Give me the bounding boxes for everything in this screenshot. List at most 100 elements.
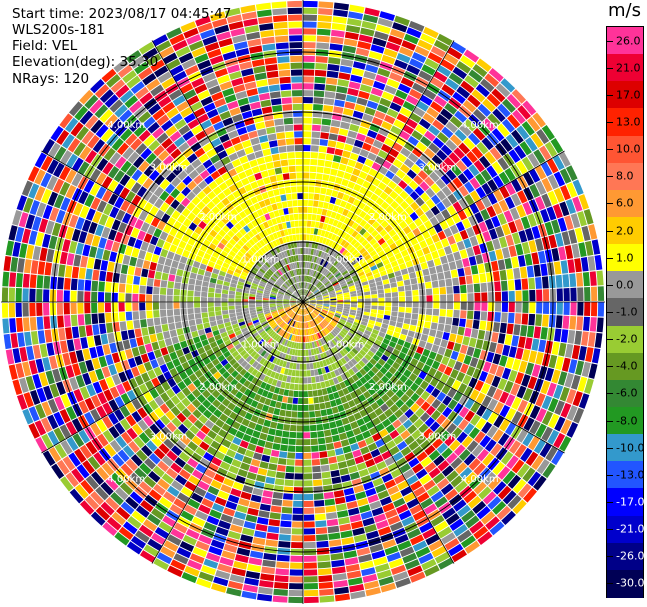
range-gate-cell <box>398 180 408 190</box>
range-gate-cell <box>244 449 255 458</box>
range-gate-cell <box>179 469 191 480</box>
range-gate-cell <box>371 177 381 187</box>
range-gate-cell <box>492 238 501 250</box>
range-gate-cell <box>334 353 340 361</box>
range-gate-cell <box>53 162 65 178</box>
range-gate-cell <box>30 389 41 405</box>
range-gate-cell <box>447 193 458 205</box>
range-gate-cell <box>293 306 299 312</box>
range-gate-cell <box>347 282 355 287</box>
range-gate-cell <box>106 516 122 531</box>
range-gate-cell <box>463 137 476 150</box>
range-gate-cell <box>366 100 379 110</box>
range-gate-cell <box>217 166 228 176</box>
range-gate-cell <box>383 350 392 358</box>
range-gate-cell <box>205 78 219 89</box>
range-gate-cell <box>488 228 498 240</box>
range-gate-cell <box>416 451 428 462</box>
range-gate-cell <box>326 386 333 394</box>
range-gate-cell <box>468 256 477 266</box>
range-gate-cell <box>243 207 252 216</box>
range-gate-cell <box>277 306 284 309</box>
range-gate-cell <box>166 288 174 296</box>
range-gate-cell <box>381 323 389 329</box>
range-gate-cell <box>469 177 481 190</box>
range-gate-cell <box>280 402 287 410</box>
range-gate-cell <box>430 409 441 421</box>
range-gate-cell <box>476 58 492 72</box>
range-gate-cell <box>343 143 354 152</box>
range-gate-cell <box>271 498 283 506</box>
range-gate-cell <box>318 575 333 583</box>
range-gate-cell <box>249 307 256 311</box>
range-gate-cell <box>306 261 310 269</box>
range-gate-cell <box>260 318 267 324</box>
range-gate-cell <box>479 320 487 331</box>
range-gate-cell <box>266 227 273 235</box>
range-gate-cell <box>202 409 213 419</box>
range-gate-cell <box>375 197 385 206</box>
range-gate-cell <box>291 411 298 418</box>
range-gate-cell <box>245 355 253 363</box>
range-gate-cell <box>209 115 222 125</box>
range-gate-cell <box>296 335 300 343</box>
range-gate-cell <box>202 215 211 225</box>
range-gate-cell <box>336 454 346 463</box>
range-gate-cell <box>311 341 316 349</box>
range-gate-cell <box>173 374 183 384</box>
range-gate-cell <box>269 320 276 326</box>
range-gate-cell <box>339 350 346 357</box>
range-gate-cell <box>515 302 522 313</box>
range-gate-cell <box>419 521 433 534</box>
range-gate-cell <box>437 248 446 257</box>
range-gate-cell <box>291 296 297 300</box>
range-gate-cell <box>371 550 386 560</box>
range-gate-cell <box>295 370 300 377</box>
range-gate-cell <box>405 260 413 268</box>
range-gate-cell <box>361 239 369 247</box>
range-gate-cell <box>337 299 344 302</box>
range-gate-cell <box>209 366 218 375</box>
range-gate-cell <box>256 272 263 278</box>
range-gate-cell <box>422 428 434 439</box>
range-gate-cell <box>239 440 249 449</box>
range-gate-cell <box>259 280 267 286</box>
range-gate-cell <box>236 504 248 514</box>
range-gate-cell <box>394 326 402 334</box>
range-gate-cell <box>165 183 176 195</box>
range-gate-cell <box>45 220 55 235</box>
range-gate-cell <box>220 266 228 273</box>
range-gate-cell <box>192 260 201 269</box>
range-gate-cell <box>454 444 466 457</box>
range-gate-cell <box>218 254 226 262</box>
range-gate-cell <box>203 322 211 329</box>
range-gate-cell <box>282 331 288 338</box>
range-gate-cell <box>280 520 292 528</box>
range-gate-cell <box>36 275 44 289</box>
range-gate-cell <box>284 332 290 339</box>
range-gate-cell <box>398 302 406 307</box>
range-gate-cell <box>194 226 203 235</box>
range-gate-cell <box>344 233 351 241</box>
range-gate-cell <box>152 294 160 302</box>
range-gate-cell <box>359 324 367 330</box>
range-gate-cell <box>156 332 164 341</box>
range-gate-cell <box>465 275 473 285</box>
range-gate-cell <box>385 205 395 215</box>
range-gate-cell <box>419 355 428 364</box>
range-gate-cell <box>402 174 413 185</box>
range-gate-cell <box>358 553 373 563</box>
range-gate-cell <box>395 503 409 515</box>
range-gate-cell <box>267 268 274 275</box>
range-gate-cell <box>475 392 486 404</box>
range-gate-cell <box>203 125 216 136</box>
range-gate-cell <box>458 276 466 285</box>
range-gate-cell <box>200 96 213 107</box>
range-gate-cell <box>131 169 143 181</box>
range-gate-cell <box>526 325 535 338</box>
range-gate-cell <box>22 408 34 425</box>
range-gate-cell <box>366 234 374 243</box>
range-gate-cell <box>384 479 397 489</box>
range-gate-cell <box>508 149 521 163</box>
range-gate-cell <box>55 209 66 224</box>
